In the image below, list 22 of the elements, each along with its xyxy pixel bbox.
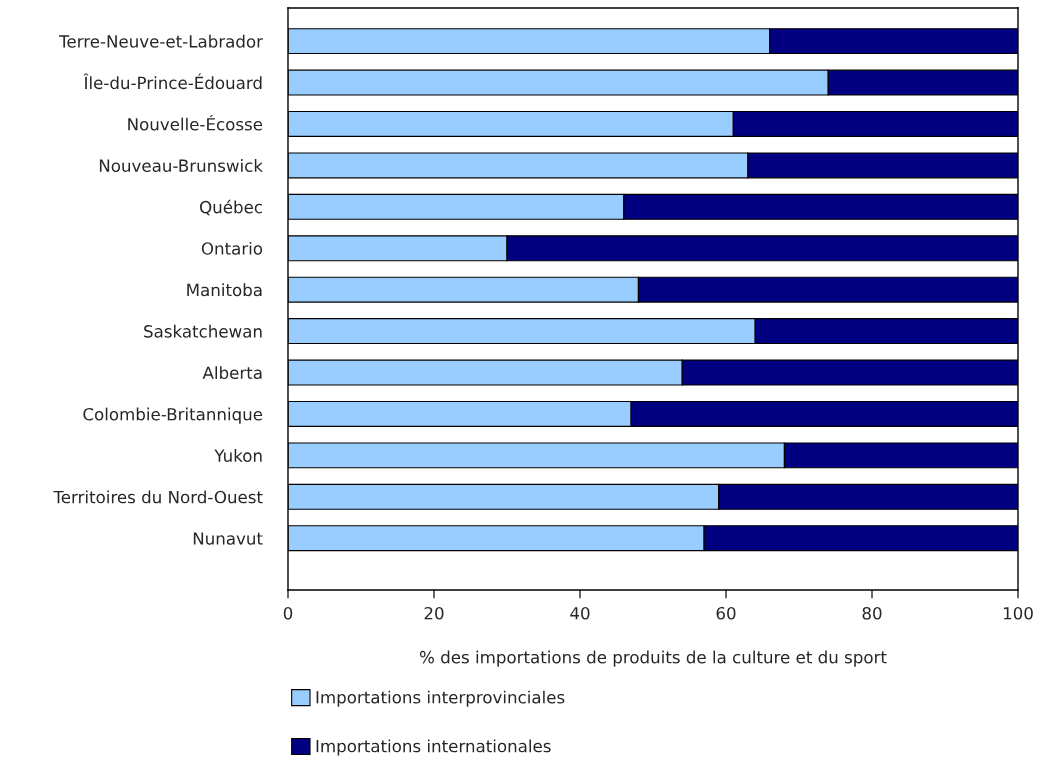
x-tick-label: 60 [716,606,736,620]
y-tick-label: Ontario [201,241,263,255]
y-tick-label: Saskatchewan [144,324,262,338]
y-tick-label: Yukon [214,449,262,462]
y-tick-label: Colombie-Britannique [83,407,263,424]
legend-label: Importations interprovinciales [316,690,565,707]
x-tick-label: 40 [570,606,590,620]
x-tick-label: 100 [1003,606,1033,620]
y-tick-label: Québec [200,199,262,216]
x-tick-label: 0 [283,606,293,620]
y-tick-label: Territoires du Nord-Ouest [53,490,263,504]
x-tick-label: 20 [424,606,444,620]
legend-label: Importations internationales [316,739,551,756]
y-tick-label: Île-du-Prince-Édouard [83,73,262,90]
x-axis-title: % des importations de produits de la culture et du sport [419,650,887,667]
y-tick-label: Nunavut [193,532,263,545]
x-tick-label: 80 [862,606,882,620]
y-tick-label: Nouveau-Brunswick [99,159,263,172]
y-tick-label: Alberta [202,366,262,380]
y-tick-label: Nouvelle-Écosse [128,114,263,131]
y-tick-label: Terre-Neuve-et-Labrador [59,34,263,48]
y-tick-label: Manitoba [187,283,262,297]
